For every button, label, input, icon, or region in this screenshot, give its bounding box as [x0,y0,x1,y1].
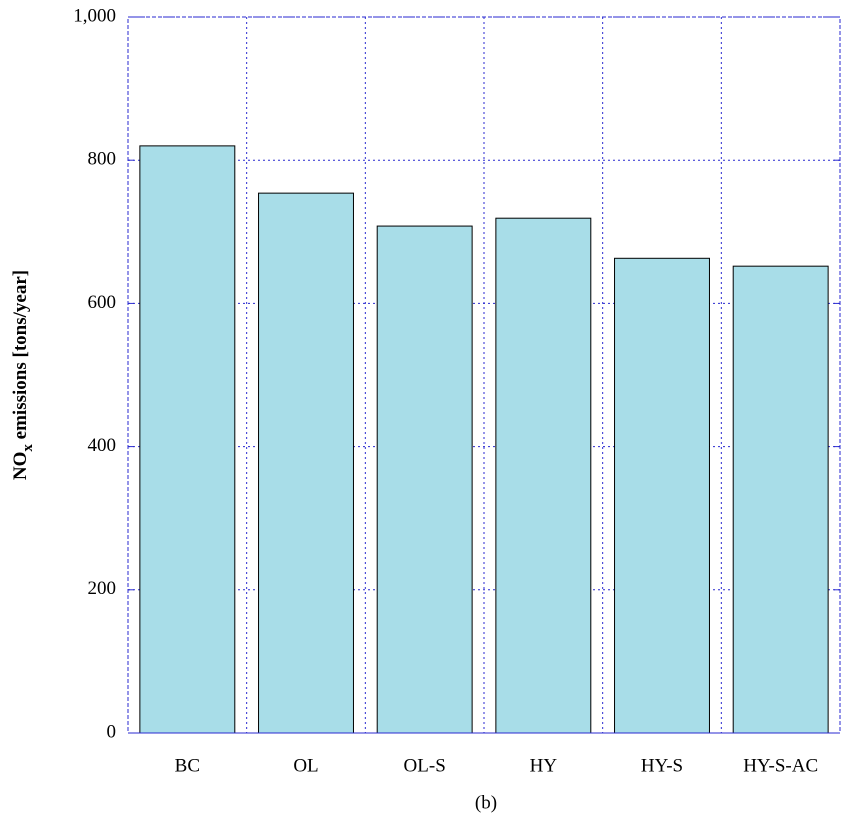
y-label-sub: x [20,444,36,452]
y-tick-label: 1,000 [73,5,116,26]
bar [376,225,473,734]
y-tick-label: 600 [88,292,117,313]
y-label-rest: emissions [tons/year] [10,270,31,444]
x-tick-label: HY-S-AC [743,755,818,776]
y-label-main: NO [10,452,31,481]
x-tick-label: HY [530,755,558,776]
caption: (b) [475,792,497,813]
bar [258,192,354,734]
bar [732,265,829,734]
y-tick-label: 200 [88,578,117,599]
y-tick-label: 800 [88,149,117,170]
x-tick-label: HY-S [641,755,683,776]
bar [139,145,236,734]
x-tick-label: OL-S [404,755,446,776]
bar [614,257,710,734]
y-tick-label: 0 [107,721,117,742]
x-tick-label: OL [293,755,318,776]
y-axis-label: NOx emissions [tons/year] [10,270,36,480]
bar [495,217,592,734]
x-tick-label: BC [175,755,200,776]
y-tick-label: 400 [88,435,117,456]
